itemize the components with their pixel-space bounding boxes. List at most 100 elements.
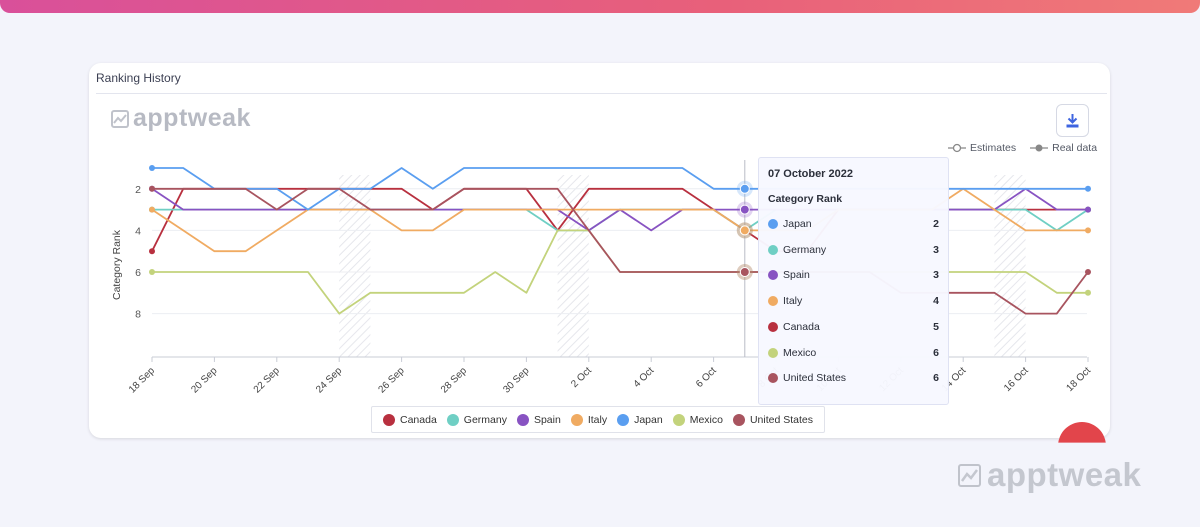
end-point-united-states bbox=[1085, 269, 1091, 275]
legend-real-data[interactable]: Real data bbox=[1030, 142, 1097, 154]
hover-point-italy bbox=[739, 225, 750, 236]
estimates-legend: Estimates Real data bbox=[948, 142, 1097, 154]
chat-widget-button[interactable] bbox=[1058, 422, 1106, 443]
legend-label: Japan bbox=[634, 413, 663, 426]
tooltip-series-value: 6 bbox=[933, 346, 939, 359]
legend-item-germany[interactable]: Germany bbox=[446, 413, 507, 426]
footer-logo-text: apptweak bbox=[987, 456, 1142, 493]
legend-estimates[interactable]: Estimates bbox=[948, 142, 1016, 154]
estimates-marker-icon bbox=[948, 143, 966, 153]
legend-item-japan[interactable]: Japan bbox=[617, 413, 663, 426]
tooltip-row-japan: Japan 2 bbox=[768, 217, 939, 231]
top-accent-bar bbox=[0, 0, 1200, 13]
legend-dot-united-states bbox=[732, 413, 745, 426]
tooltip-dot-mexico bbox=[768, 347, 778, 358]
start-point-canada bbox=[149, 248, 155, 255]
tooltip-dot-spain bbox=[768, 270, 778, 281]
download-button[interactable] bbox=[1056, 104, 1089, 137]
tooltip-series-value: 4 bbox=[933, 295, 939, 308]
tooltip-dot-canada bbox=[768, 321, 778, 332]
legend-label: Germany bbox=[463, 413, 507, 426]
y-axis-label: Category Rank bbox=[111, 229, 123, 300]
legend-dot-japan bbox=[617, 413, 630, 426]
y-tick-label: 4 bbox=[135, 225, 141, 237]
start-point-united-states bbox=[149, 185, 155, 192]
end-point-italy bbox=[1085, 227, 1091, 234]
real-data-marker-icon bbox=[1030, 144, 1049, 152]
download-icon bbox=[1066, 114, 1079, 128]
legend-label: United States bbox=[749, 413, 814, 426]
tooltip-row-germany: Germany 3 bbox=[768, 243, 939, 257]
start-point-japan bbox=[149, 165, 155, 171]
legend-item-mexico[interactable]: Mexico bbox=[672, 413, 723, 426]
y-tick-label: 8 bbox=[135, 309, 141, 321]
chart-logo-text: apptweak bbox=[133, 104, 251, 132]
x-tick-label: 24 Sep bbox=[314, 365, 344, 395]
footer-watermark-logo: apptweak bbox=[958, 456, 1141, 494]
tooltip-date: 07 October 2022 bbox=[768, 168, 853, 180]
card-divider bbox=[96, 93, 1107, 94]
tooltip-row-canada: Canada 5 bbox=[768, 320, 939, 334]
x-tick-label: 28 Sep bbox=[439, 365, 469, 395]
x-tick-label: 16 Oct bbox=[1002, 365, 1031, 394]
tooltip-dot-japan bbox=[768, 219, 778, 229]
legend-item-spain[interactable]: Spain bbox=[516, 413, 561, 426]
tooltip-series-name: Italy bbox=[783, 295, 803, 308]
tooltip-series-name: Canada bbox=[783, 320, 820, 333]
tooltip-metric: Category Rank bbox=[768, 193, 843, 205]
x-tick-label: 18 Oct bbox=[1065, 365, 1094, 394]
legend-dot-mexico bbox=[672, 413, 685, 426]
tooltip-series-value: 2 bbox=[933, 218, 939, 230]
x-tick-label: 2 Oct bbox=[569, 365, 594, 390]
tooltip-series-name: Spain bbox=[783, 269, 810, 282]
tooltip-row-italy: Italy 4 bbox=[768, 294, 939, 308]
tooltip-series-value: 5 bbox=[933, 320, 939, 333]
x-tick-label: 18 Sep bbox=[127, 365, 157, 395]
end-point-mexico bbox=[1085, 289, 1091, 296]
legend-label: Mexico bbox=[689, 413, 723, 426]
legend-dot-canada bbox=[383, 413, 395, 426]
tooltip-row-mexico: Mexico 6 bbox=[768, 346, 939, 360]
tooltip-row-spain: Spain 3 bbox=[768, 268, 939, 282]
tooltip-dot-germany bbox=[768, 244, 778, 255]
hover-point-spain bbox=[739, 204, 750, 215]
legend-item-united-states[interactable]: United States bbox=[732, 413, 814, 426]
legend-item-canada[interactable]: Canada bbox=[383, 413, 437, 426]
legend-estimates-label: Estimates bbox=[970, 142, 1017, 154]
card-title: Ranking History bbox=[96, 71, 181, 85]
legend-item-italy[interactable]: Italy bbox=[570, 413, 607, 426]
legend-label: Canada bbox=[400, 413, 437, 426]
legend-dot-germany bbox=[446, 413, 459, 426]
x-tick-label: 6 Oct bbox=[694, 365, 719, 390]
tooltip-dot-united-states bbox=[768, 373, 778, 384]
end-point-japan bbox=[1085, 185, 1091, 192]
hover-point-united-states bbox=[739, 267, 750, 277]
tooltip-series-value: 3 bbox=[933, 269, 939, 282]
hover-point-japan bbox=[739, 183, 750, 194]
tooltip-series-name: Japan bbox=[783, 218, 812, 230]
y-tick-label: 2 bbox=[135, 184, 141, 196]
x-tick-label: 4 Oct bbox=[632, 365, 657, 390]
chart-tooltip: 07 October 2022 Category Rank Japan 2 Germ… bbox=[758, 157, 949, 405]
apptweak-logo-icon bbox=[958, 463, 981, 487]
x-tick-label: 30 Sep bbox=[501, 365, 531, 395]
end-point-spain bbox=[1085, 206, 1091, 213]
tooltip-series-name: United States bbox=[783, 372, 847, 385]
x-tick-label: 20 Sep bbox=[189, 365, 219, 395]
estimate-band-1 bbox=[557, 175, 589, 357]
legend-dot-spain bbox=[516, 413, 529, 426]
tooltip-series-value: 3 bbox=[933, 243, 939, 256]
start-point-italy bbox=[149, 206, 155, 213]
legend-label: Spain bbox=[533, 413, 561, 426]
legend-dot-italy bbox=[570, 413, 583, 426]
x-tick-label: 22 Sep bbox=[252, 365, 282, 395]
legend-real-data-label: Real data bbox=[1052, 142, 1098, 154]
estimate-band-0 bbox=[339, 175, 371, 357]
tooltip-dot-italy bbox=[768, 296, 778, 307]
tooltip-row-united-states: United States 6 bbox=[768, 371, 939, 385]
tooltip-series-name: Mexico bbox=[783, 346, 817, 359]
estimate-band-2 bbox=[994, 175, 1026, 357]
tooltip-series-name: Germany bbox=[783, 243, 827, 256]
tooltip-series-value: 6 bbox=[933, 372, 939, 385]
